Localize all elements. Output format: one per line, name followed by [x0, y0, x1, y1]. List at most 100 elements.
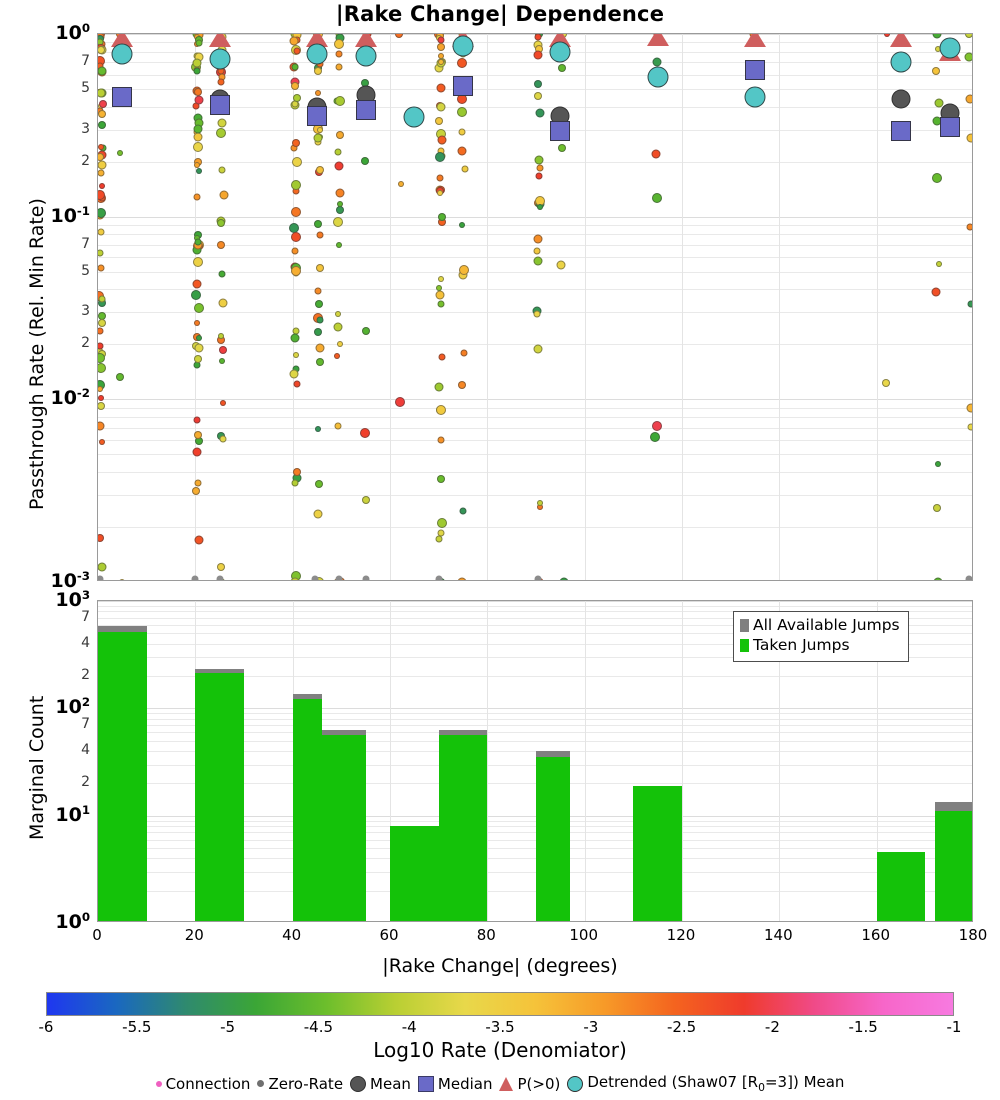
data-point	[437, 190, 444, 197]
data-point	[460, 349, 467, 357]
scatter-ytick-major-3: 10-3	[50, 568, 90, 593]
data-point	[98, 401, 105, 410]
median-marker	[112, 86, 133, 107]
zero-rate-marker	[965, 575, 972, 580]
hist-ytick-major-3: 100	[55, 909, 90, 934]
data-point	[291, 180, 301, 191]
data-point	[397, 181, 404, 188]
detrended-mean-marker	[355, 45, 377, 67]
data-point	[650, 431, 661, 442]
data-point	[334, 352, 341, 359]
hist-gridline-h	[98, 740, 972, 742]
colorbar-tick-0: -6	[38, 1018, 54, 1036]
data-point	[536, 203, 543, 210]
hist-gridline-h	[98, 890, 972, 892]
data-point	[335, 188, 345, 198]
data-point	[98, 109, 106, 118]
marker-legend-label: P(>0)	[517, 1074, 561, 1093]
data-point	[293, 94, 302, 103]
data-point	[316, 166, 324, 175]
data-point	[533, 50, 543, 60]
data-point	[964, 52, 972, 62]
hist-ytick-major-1: 102	[55, 695, 90, 719]
data-point	[220, 399, 226, 406]
scatter-gridline-v	[390, 34, 391, 580]
median-marker	[453, 75, 473, 96]
data-point	[98, 342, 104, 350]
hist-gridline-h	[98, 713, 972, 715]
data-point	[98, 562, 107, 572]
data-point	[316, 316, 324, 324]
marker-legend-label: Median	[437, 1074, 493, 1093]
histogram-legend-entry-1: Taken Jumps	[740, 636, 900, 656]
zero-rate-marker	[534, 575, 542, 580]
colorbar-tick-7: -2.5	[666, 1018, 697, 1036]
data-point	[533, 344, 543, 354]
data-point	[934, 461, 941, 468]
scatter-gridline-h	[98, 417, 972, 418]
data-point	[218, 270, 226, 278]
data-point	[336, 200, 343, 207]
data-point	[216, 218, 225, 227]
data-point	[219, 435, 227, 443]
detrended-mean-marker	[403, 106, 425, 128]
hist-gridline-v	[876, 601, 878, 921]
hist-gridline-h	[98, 839, 972, 841]
hist-ytick-major-2: 101	[55, 802, 90, 826]
data-point	[533, 256, 543, 265]
data-point	[437, 59, 444, 66]
data-point	[290, 577, 300, 580]
data-point	[651, 421, 662, 432]
data-point	[394, 34, 403, 38]
histogram-legend-label: All Available Jumps	[753, 616, 900, 634]
data-point	[931, 287, 941, 296]
data-point	[559, 577, 569, 580]
data-point	[457, 107, 468, 118]
scatter-ytick-minor: 3	[81, 303, 90, 320]
marker-legend-label: Zero-Rate	[268, 1074, 344, 1093]
colorbar-tick-2: -5	[220, 1018, 236, 1036]
scatter-gridline-v	[584, 34, 586, 580]
data-point	[116, 372, 125, 381]
data-point	[98, 144, 105, 151]
data-point	[98, 46, 105, 55]
zero-rate-marker	[311, 575, 319, 580]
data-point	[216, 562, 225, 571]
hist-gridline-v	[584, 601, 586, 921]
histogram-x-axis-label: |Rake Change| (degrees)	[382, 955, 618, 977]
data-point	[193, 132, 202, 142]
hist-gridline-h	[98, 605, 972, 607]
data-point	[438, 353, 445, 361]
scatter-ytick-major-1: 10-1	[50, 203, 90, 227]
scatter-gridline-h	[98, 399, 972, 401]
scatter-gridline-v	[876, 34, 878, 580]
data-point	[313, 328, 322, 337]
hist-gridline-h	[98, 783, 972, 785]
data-point	[218, 166, 226, 174]
scatter-gridline-h	[98, 89, 972, 90]
data-point	[534, 34, 542, 41]
scatter-y-axis-label: Passthrough Rate (Rel. Min Rate)	[26, 198, 48, 510]
data-point	[289, 36, 299, 46]
data-point	[931, 173, 942, 183]
scatter-gridline-h	[98, 439, 972, 441]
scatter-ytick-minor: 5	[81, 262, 90, 279]
hist-gridline-h	[98, 676, 972, 677]
data-point	[291, 479, 299, 487]
hist-gridline-h	[98, 708, 972, 710]
data-point	[216, 240, 225, 249]
data-point	[218, 358, 225, 365]
data-point	[193, 302, 204, 313]
hist-gridline-v	[779, 601, 781, 921]
hist-gridline-h	[98, 751, 972, 752]
data-point	[361, 156, 369, 165]
data-point	[98, 295, 105, 303]
hist-xtick-6: 120	[666, 926, 696, 944]
data-point	[118, 579, 125, 580]
data-point	[558, 144, 567, 153]
scatter-gridline-v	[487, 34, 489, 580]
p-gt-zero-marker	[744, 34, 766, 47]
data-point	[98, 182, 105, 189]
hist-xtick-4: 80	[476, 926, 496, 944]
hist-ytick-minor: 7	[81, 716, 90, 732]
